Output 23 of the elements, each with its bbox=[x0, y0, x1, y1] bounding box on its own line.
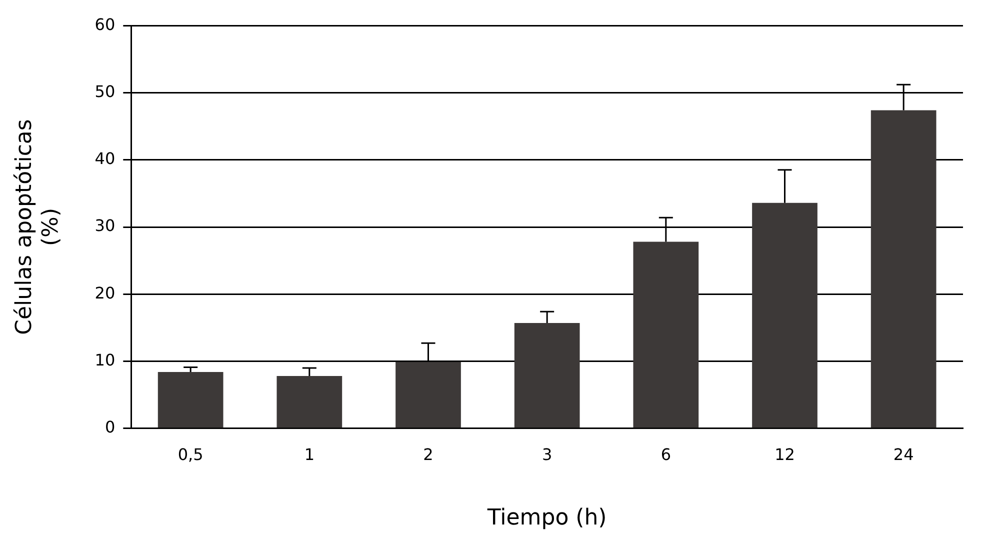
bar bbox=[870, 110, 936, 428]
x-tick-label: 2 bbox=[423, 445, 434, 464]
x-tick-label: 24 bbox=[893, 445, 914, 464]
y-tick-label: 50 bbox=[94, 82, 116, 101]
x-tick-label: 12 bbox=[774, 445, 795, 464]
y-tick-label: 30 bbox=[94, 216, 116, 236]
y-tick-label: 10 bbox=[94, 350, 116, 370]
bar bbox=[514, 323, 580, 428]
y-tick-label: 60 bbox=[94, 14, 116, 34]
x-tick-label: 3 bbox=[542, 445, 552, 464]
bar bbox=[633, 242, 699, 428]
x-tick-label: 6 bbox=[660, 445, 672, 464]
y-tick-label: 40 bbox=[94, 149, 116, 168]
bar bbox=[276, 376, 342, 428]
bar bbox=[158, 372, 224, 428]
x-tick-label: 0,5 bbox=[178, 445, 204, 464]
y-tick-label: 0 bbox=[104, 418, 116, 437]
y-axis-title: Células apoptóticas (%) bbox=[12, 119, 64, 335]
x-axis-title: Tiempo (h) bbox=[486, 506, 607, 531]
bar bbox=[752, 202, 818, 428]
y-tick-label: 20 bbox=[94, 283, 116, 302]
bar bbox=[396, 362, 461, 428]
x-tick-label: 1 bbox=[304, 445, 315, 464]
